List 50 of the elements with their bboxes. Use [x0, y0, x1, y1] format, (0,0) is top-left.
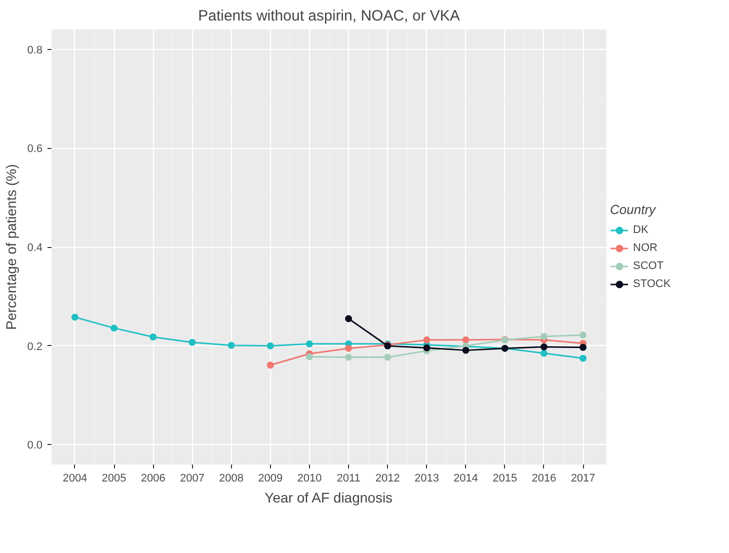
point — [540, 343, 548, 350]
x-tick-label: 2010 — [297, 472, 322, 484]
x-tick-label: 2014 — [454, 472, 478, 484]
x-tick-label: 2005 — [102, 472, 126, 484]
x-tick-label: 2009 — [258, 472, 283, 484]
x-axis-title: Year of AF diagnosis — [264, 490, 393, 506]
y-tick-label: 0.6 — [27, 143, 43, 156]
point — [540, 332, 548, 340]
y-axis-title: Percentage of patients (%) — [3, 164, 20, 330]
point — [580, 344, 587, 351]
point — [345, 344, 352, 352]
point — [110, 324, 118, 332]
x-tick-label: 2011 — [336, 472, 360, 484]
legend-label: STOCK — [633, 276, 671, 290]
legend-label: SCOT — [633, 258, 664, 272]
x-tick-label: 2016 — [532, 472, 556, 484]
y-tick-label: 0.2 — [27, 340, 43, 353]
y-tick-label: 0.8 — [27, 44, 43, 56]
point — [306, 340, 313, 348]
x-tick-label: 2015 — [492, 472, 518, 484]
point — [580, 331, 587, 338]
legend-label: DK — [633, 222, 650, 236]
point — [266, 362, 274, 369]
legend-label: NOR — [633, 240, 658, 254]
point — [423, 344, 430, 352]
x-tick-label: 2017 — [570, 472, 596, 484]
point — [580, 354, 587, 362]
point — [71, 314, 78, 321]
legend-title: Country — [610, 202, 657, 216]
x-tick-label: 2013 — [414, 472, 439, 484]
x-tick-label: 2012 — [375, 472, 400, 484]
x-tick-label: 2007 — [180, 472, 204, 484]
y-tick-label: 0.4 — [27, 242, 43, 254]
point — [150, 333, 157, 340]
point — [266, 342, 274, 350]
point — [462, 336, 470, 344]
point — [306, 353, 313, 360]
point — [540, 350, 548, 357]
point — [188, 338, 196, 346]
point — [384, 354, 392, 361]
x-tick-label: 2006 — [140, 472, 166, 484]
x-tick-label: 2004 — [62, 472, 88, 484]
x-tick-label: 2008 — [219, 472, 244, 484]
point — [423, 336, 430, 344]
point — [462, 346, 470, 354]
point — [345, 354, 352, 361]
chart-title: Patients without aspirin, NOAC, or VKA — [198, 8, 460, 24]
point — [345, 315, 352, 322]
point — [228, 342, 235, 349]
y-tick-label: 0.0 — [27, 440, 43, 452]
